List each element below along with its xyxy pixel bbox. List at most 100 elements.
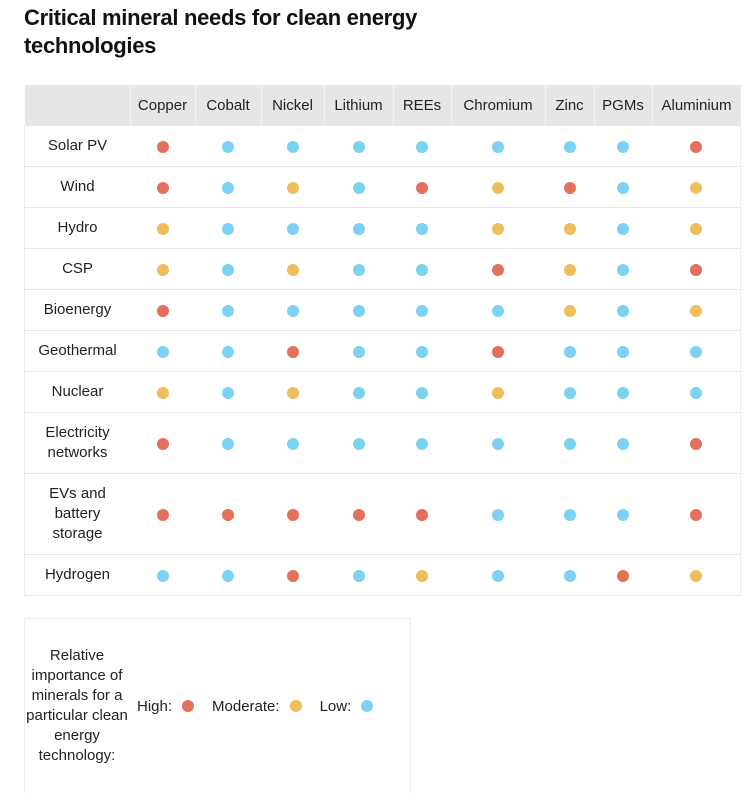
legend-item-low: Low: <box>320 698 374 715</box>
legend: Relative importance of minerals for a pa… <box>24 618 411 793</box>
cell-solar-pv-chromium <box>451 125 545 167</box>
header-corner <box>24 85 130 126</box>
cell-evs-and-battery-storage-cobalt <box>195 473 261 555</box>
importance-dot-low <box>416 437 428 450</box>
cell-nuclear-cobalt <box>195 371 261 413</box>
column-header-pgms: PGMs <box>593 85 652 126</box>
cell-wind-nickel <box>261 166 324 208</box>
importance-dot-low <box>222 437 234 450</box>
row-label-wind: Wind <box>24 166 130 208</box>
importance-dot-moderate <box>690 304 702 317</box>
importance-dot-moderate <box>156 386 169 399</box>
cell-hydro-rees <box>393 207 451 249</box>
column-header-zinc: Zinc <box>544 85 594 126</box>
importance-dot-low <box>617 508 629 521</box>
column-header-chromium: Chromium <box>450 85 545 126</box>
cell-hydro-aluminium <box>652 207 741 249</box>
cell-geothermal-nickel <box>261 330 324 372</box>
cell-wind-zinc <box>545 166 594 208</box>
importance-dot-moderate <box>156 263 169 276</box>
importance-dot-high <box>416 181 428 194</box>
importance-dot-low <box>352 437 365 450</box>
cell-nuclear-nickel <box>261 371 324 413</box>
table-row: EVs and battery storage <box>24 473 741 555</box>
importance-dot-moderate <box>286 181 299 194</box>
importance-dot-low <box>222 222 234 235</box>
column-header-cobalt: Cobalt <box>194 85 261 126</box>
cell-wind-rees <box>393 166 451 208</box>
column-header-rees: REEs <box>392 85 451 126</box>
cell-bioenergy-rees <box>393 289 451 331</box>
cell-wind-cobalt <box>195 166 261 208</box>
cell-hydro-lithium <box>324 207 393 249</box>
importance-dot-low <box>286 140 299 153</box>
cell-wind-pgms <box>594 166 652 208</box>
importance-dot-low <box>416 222 428 235</box>
cell-csp-lithium <box>324 248 393 290</box>
importance-dot-low <box>352 345 365 358</box>
cell-geothermal-pgms <box>594 330 652 372</box>
legend-label-moderate: Moderate: <box>212 697 280 715</box>
legend-dot-moderate <box>289 700 302 712</box>
importance-dot-low <box>156 569 169 582</box>
importance-dot-low <box>222 181 234 194</box>
importance-dot-low <box>416 386 428 399</box>
row-label-evs-and-battery-storage: EVs and battery storage <box>24 473 130 555</box>
cell-csp-chromium <box>451 248 545 290</box>
cell-solar-pv-pgms <box>594 125 652 167</box>
cell-geothermal-lithium <box>324 330 393 372</box>
importance-dot-high <box>617 569 629 582</box>
importance-dot-low <box>690 345 702 358</box>
importance-dot-high <box>690 508 702 521</box>
cell-evs-and-battery-storage-rees <box>393 473 451 555</box>
importance-dot-low <box>617 222 629 235</box>
legend-item-moderate: Moderate: <box>212 698 302 715</box>
importance-dot-moderate <box>563 304 576 317</box>
importance-dot-low <box>563 386 576 399</box>
importance-dot-low <box>617 263 629 276</box>
importance-dot-moderate <box>690 181 702 194</box>
cell-electricity-networks-cobalt <box>195 412 261 474</box>
legend-label-high: High: <box>137 697 173 715</box>
cell-geothermal-copper <box>130 330 195 372</box>
cell-evs-and-battery-storage-zinc <box>545 473 594 555</box>
cell-bioenergy-aluminium <box>652 289 741 331</box>
importance-dot-high <box>286 345 299 358</box>
importance-dot-low <box>222 140 234 153</box>
table-row: Hydrogen <box>24 554 741 596</box>
cell-evs-and-battery-storage-nickel <box>261 473 324 555</box>
importance-dot-high <box>156 437 169 450</box>
cell-nuclear-pgms <box>594 371 652 413</box>
importance-dot-low <box>617 304 629 317</box>
cell-solar-pv-zinc <box>545 125 594 167</box>
importance-dot-low <box>222 304 234 317</box>
importance-dot-low <box>563 569 576 582</box>
importance-dot-moderate <box>492 181 504 194</box>
importance-dot-low <box>617 345 629 358</box>
cell-nuclear-rees <box>393 371 451 413</box>
cell-csp-nickel <box>261 248 324 290</box>
importance-dot-low <box>563 508 576 521</box>
importance-dot-high <box>416 508 428 521</box>
cell-bioenergy-copper <box>130 289 195 331</box>
importance-dot-low <box>352 181 365 194</box>
cell-electricity-networks-pgms <box>594 412 652 474</box>
cell-csp-rees <box>393 248 451 290</box>
cell-electricity-networks-copper <box>130 412 195 474</box>
cell-wind-lithium <box>324 166 393 208</box>
cell-hydro-chromium <box>451 207 545 249</box>
cell-hydro-pgms <box>594 207 652 249</box>
importance-dot-low <box>492 140 504 153</box>
cell-solar-pv-lithium <box>324 125 393 167</box>
cell-wind-chromium <box>451 166 545 208</box>
cell-solar-pv-aluminium <box>652 125 741 167</box>
importance-dot-moderate <box>286 263 299 276</box>
cell-electricity-networks-lithium <box>324 412 393 474</box>
cell-csp-cobalt <box>195 248 261 290</box>
importance-dot-low <box>222 386 234 399</box>
table-row: Nuclear <box>24 371 741 413</box>
importance-dot-low <box>156 345 169 358</box>
importance-dot-low <box>492 569 504 582</box>
cell-hydro-cobalt <box>195 207 261 249</box>
cell-geothermal-rees <box>393 330 451 372</box>
